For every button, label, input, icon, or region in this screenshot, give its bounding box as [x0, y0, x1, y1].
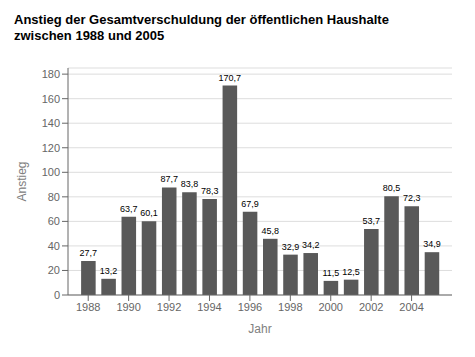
svg-text:60: 60 — [48, 215, 60, 227]
svg-text:60,1: 60,1 — [140, 208, 158, 218]
svg-text:170,7: 170,7 — [219, 73, 242, 83]
svg-text:1990: 1990 — [116, 301, 140, 313]
svg-text:140: 140 — [42, 117, 60, 129]
svg-text:20: 20 — [48, 264, 60, 276]
svg-text:0: 0 — [54, 289, 60, 301]
svg-text:40: 40 — [48, 240, 60, 252]
svg-text:1988: 1988 — [76, 301, 100, 313]
html-text:Anstieg der Gesamtverschuldung: Anstieg der Gesamtverschuldung der öffen… — [14, 12, 389, 27]
svg-text:1994: 1994 — [197, 301, 221, 313]
svg-text:80: 80 — [48, 191, 60, 203]
svg-text:13,2: 13,2 — [100, 266, 118, 276]
svg-text:180: 180 — [42, 68, 60, 80]
svg-text:80,5: 80,5 — [383, 183, 401, 193]
svg-text:Anstieg: Anstieg — [15, 161, 29, 201]
svg-text:160: 160 — [42, 93, 60, 105]
svg-text:78,3: 78,3 — [201, 186, 219, 196]
svg-text:63,7: 63,7 — [120, 204, 138, 214]
svg-text:2000: 2000 — [318, 301, 342, 313]
svg-text:100: 100 — [42, 166, 60, 178]
html-text:zwischen 1988 und 2005: zwischen 1988 und 2005 — [14, 28, 165, 43]
svg-text:120: 120 — [42, 142, 60, 154]
svg-text:87,7: 87,7 — [160, 174, 178, 184]
svg-text:2002: 2002 — [359, 301, 383, 313]
svg-text:72,3: 72,3 — [403, 193, 421, 203]
svg-text:1992: 1992 — [157, 301, 181, 313]
svg-text:2004: 2004 — [399, 301, 423, 313]
svg-text:53,7: 53,7 — [363, 216, 381, 226]
svg-text:11,5: 11,5 — [322, 268, 339, 278]
svg-text:1996: 1996 — [238, 301, 262, 313]
svg-text:12,5: 12,5 — [342, 267, 360, 277]
svg-text:45,8: 45,8 — [262, 226, 280, 236]
svg-text:34,9: 34,9 — [423, 239, 441, 249]
svg-text:34,2: 34,2 — [302, 240, 320, 250]
svg-text:32,9: 32,9 — [282, 242, 300, 252]
svg-text:67,9: 67,9 — [241, 199, 259, 209]
svg-text:1998: 1998 — [278, 301, 302, 313]
svg-text:83,8: 83,8 — [181, 179, 199, 189]
svg-text:Jahr: Jahr — [248, 322, 271, 336]
svg-text:27,7: 27,7 — [80, 248, 98, 258]
